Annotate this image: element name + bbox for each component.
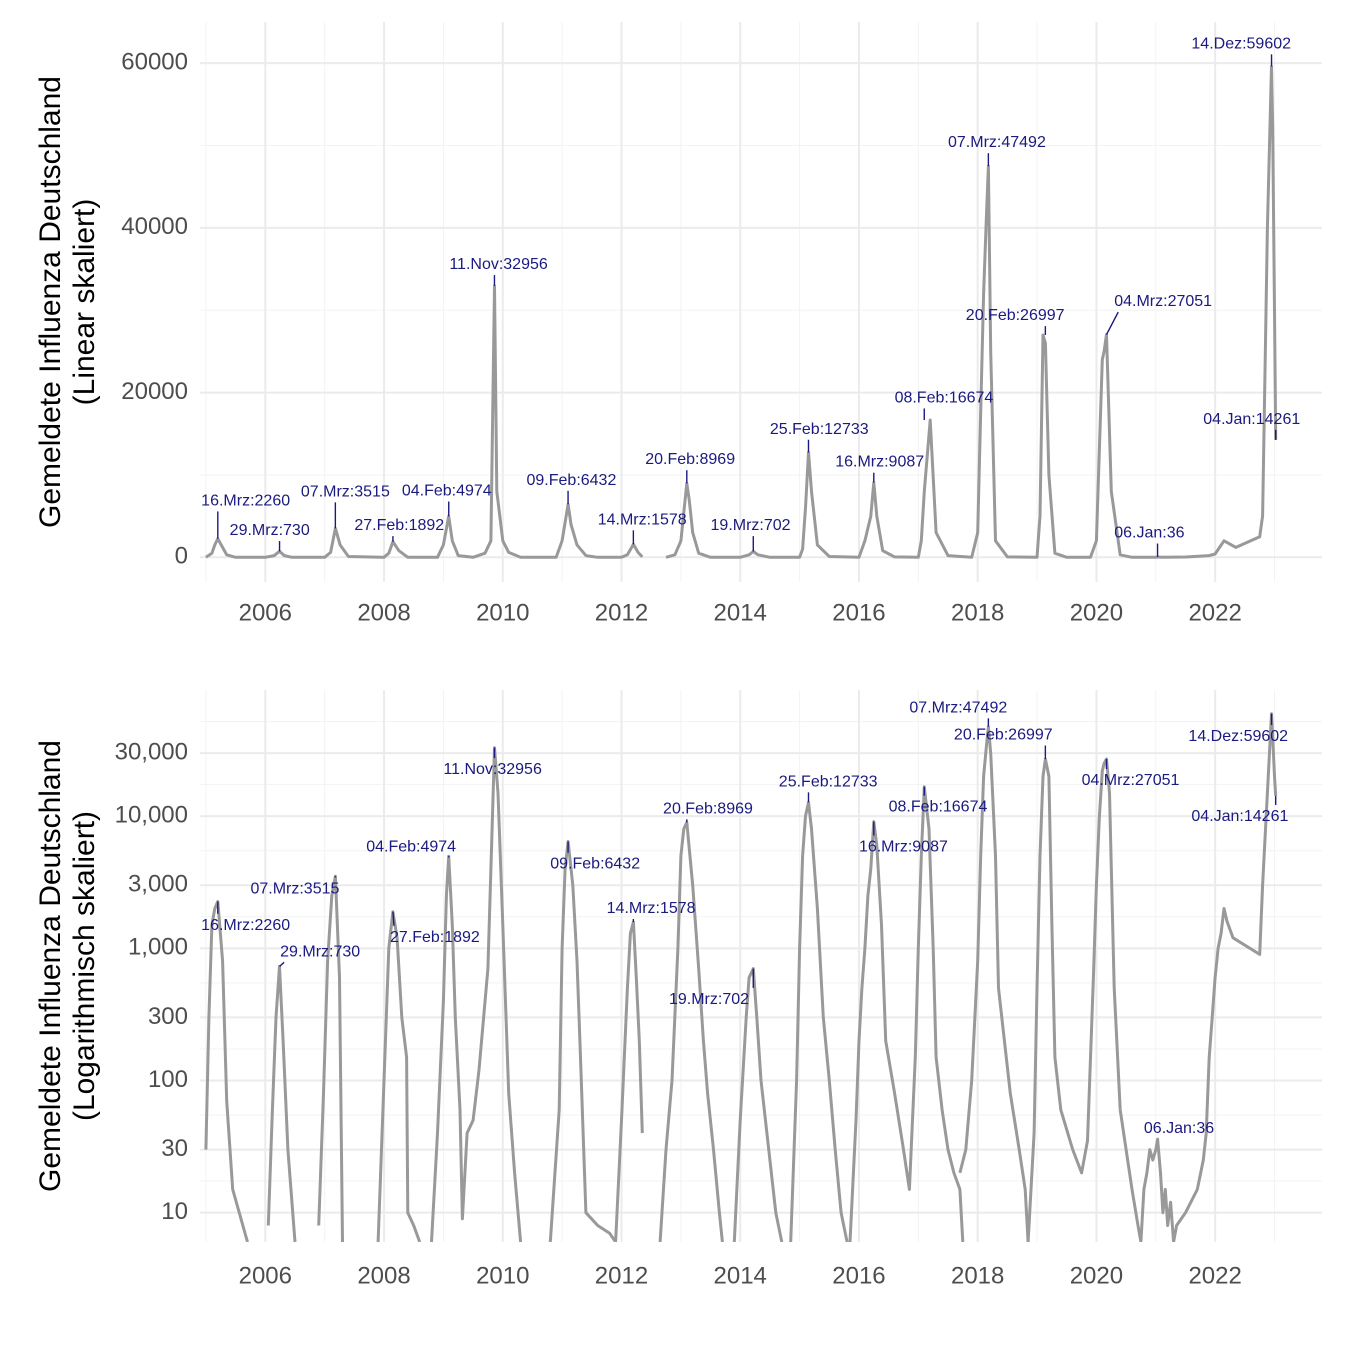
y-tick-label: 20000 [121,378,188,405]
y-tick-label: 0 [175,543,188,570]
y-axis-label-line: Gemeldete Influenza Deutschland [34,740,67,1192]
x-tick-label: 2008 [357,599,410,626]
y-axis-label-line: Gemeldete Influenza Deutschland [34,76,67,528]
annotation-label: 19.Mrz:702 [711,517,791,534]
x-tick-label: 2016 [832,1262,885,1289]
y-tick-label: 30 [161,1135,188,1162]
annotation-label: 14.Mrz:1578 [598,511,687,528]
annotation-label: 25.Feb:12733 [770,421,869,438]
annotation-label: 07.Mrz:47492 [909,699,1007,716]
annotation-label: 11.Nov:32956 [443,761,542,778]
annotation-label: 29.Mrz:730 [280,943,360,960]
series-line [266,964,297,1242]
series-line [789,800,849,1242]
series-line [548,840,617,1242]
series-line [1118,712,1278,1242]
y-axis-label-line: (Logarithmisch skaliert) [68,811,101,1121]
annotation-label: 27.Feb:1892 [354,517,444,534]
y-tick-label: 300 [148,1003,188,1030]
x-tick-label: 2018 [951,1262,1004,1289]
x-tick-label: 2012 [595,1262,648,1289]
annotation-label: 14.Dez:59602 [1188,728,1288,745]
annotation-label: 14.Dez:59602 [1191,35,1291,52]
y-axis-label-line: (Linear skaliert) [68,199,101,406]
series-group [205,65,1278,559]
series-line [1026,757,1122,1242]
annotation-label: 25.Feb:12733 [779,773,878,790]
series-line [958,725,1030,1242]
series-line [204,900,249,1242]
x-tick-label: 2016 [832,599,885,626]
series-line [665,65,1278,559]
series-group [204,712,1278,1242]
x-tick-label: 2020 [1070,1262,1123,1289]
annotation-label: 29.Mrz:730 [230,522,310,539]
annotation-leader [279,961,285,967]
series-line [376,910,422,1242]
y-tick-label: 100 [148,1066,188,1093]
x-tick-label: 2012 [595,599,648,626]
y-axis-label: Gemeldete Influenza Deutschland(Logarith… [34,740,101,1192]
log-chart-panel: 2006 2008 2010 2012 2014 2016 2018 2020 2022 10 30… [34,690,1322,1289]
annotation-label: 16.Mrz:9087 [859,839,948,856]
annotation-leader [1105,311,1119,335]
series-line [430,746,523,1242]
y-tick-label: 10,000 [115,801,188,828]
series-line [614,920,644,1242]
annotation-label: 20.Feb:26997 [954,726,1053,743]
annotation-label: 27.Feb:1892 [390,929,480,946]
annotation-label: 04.Jan:14261 [1203,411,1300,428]
y-tick-label: 60000 [121,49,188,76]
y-axis-label: Gemeldete Influenza Deutschland(Linear s… [34,76,101,528]
series-line [848,785,965,1242]
annotation-label: 04.Mrz:27051 [1114,293,1212,310]
series-line [732,967,784,1242]
annotation-label: 04.Mrz:27051 [1082,772,1180,789]
y-tick-label: 1,000 [128,934,188,961]
linear-chart-panel: 2006 2008 2010 2012 2014 2016 2018 2020 2022 0 200… [34,22,1322,626]
x-tick-label: 2006 [239,599,292,626]
annotation-label: 14.Mrz:1578 [607,900,696,917]
annotation-label: 08.Feb:16674 [895,389,994,406]
annotation-label: 16.Mrz:2260 [201,492,290,509]
annotation-label: 16.Mrz:2260 [201,917,290,934]
annotation-label: 06.Jan:36 [1114,525,1184,542]
annotation-label: 20.Feb:26997 [966,307,1065,324]
x-tick-label: 2014 [714,599,767,626]
x-tick-label: 2020 [1070,599,1123,626]
annotation-label: 11.Nov:32956 [449,256,548,273]
annotation-leader [392,911,395,926]
x-tick-label: 2022 [1188,599,1241,626]
annotation-label: 20.Feb:8969 [663,800,753,817]
annotation-label: 07.Mrz:47492 [948,134,1046,151]
y-tick-label: 30,000 [115,738,188,765]
y-tick-label: 40000 [121,213,188,240]
annotation-label: 04.Jan:14261 [1191,808,1288,825]
annotation-label: 09.Feb:6432 [527,472,617,489]
annotation-label: 07.Mrz:3515 [250,880,339,897]
x-tick-label: 2010 [476,1262,529,1289]
x-tick-label: 2008 [357,1262,410,1289]
x-tick-label: 2010 [476,599,529,626]
annotation-label: 08.Feb:16674 [889,799,988,816]
y-tick-label: 3,000 [128,871,188,898]
x-tick-label: 2014 [714,1262,767,1289]
series-line [205,284,644,559]
annotation-label: 06.Jan:36 [1144,1120,1214,1137]
x-tick-label: 2018 [951,599,1004,626]
annotation-label: 07.Mrz:3515 [301,483,390,500]
annotation-label: 04.Feb:4974 [402,483,492,500]
series-line [658,820,724,1242]
x-tick-label: 2022 [1188,1262,1241,1289]
annotation-label: 09.Feb:6432 [550,856,640,873]
y-tick-label: 10 [161,1198,188,1225]
series-line [317,874,344,1242]
annotation-label: 19.Mrz:702 [669,991,749,1008]
annotation-label: 04.Feb:4974 [366,839,456,856]
annotation-label: 16.Mrz:9087 [835,454,924,471]
annotation-label: 20.Feb:8969 [645,451,735,468]
x-tick-label: 2006 [239,1262,292,1289]
